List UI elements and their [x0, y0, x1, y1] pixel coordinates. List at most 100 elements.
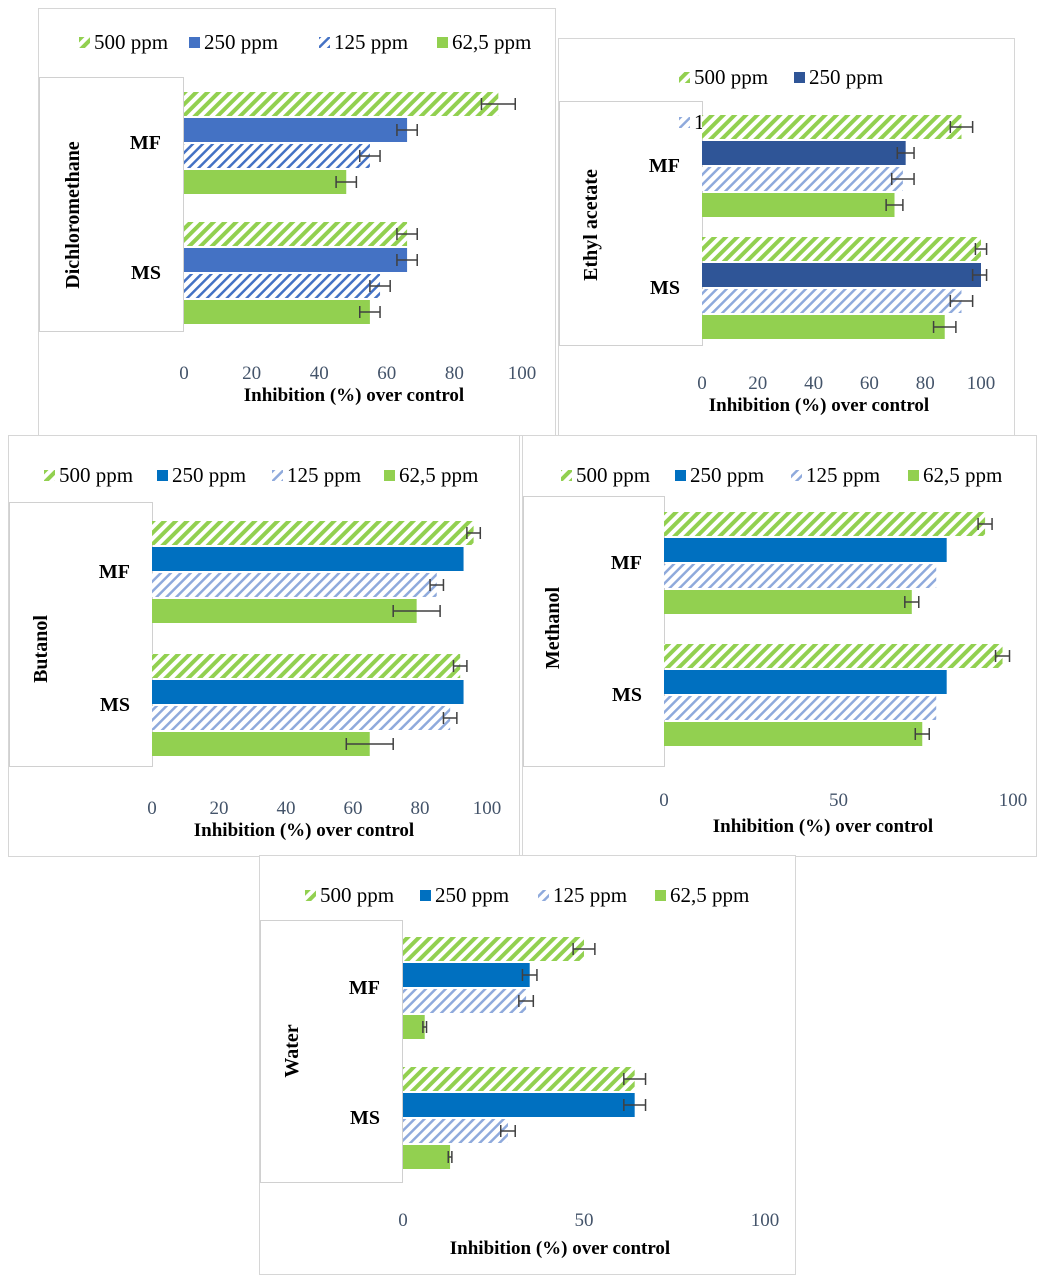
bar-ms-0	[664, 644, 1003, 668]
chart-svg-dichloromethane: Dichloromethane 500 ppm 250 ppm 125 ppm 62,5…	[39, 30, 537, 406]
x-axis-title: Inhibition (%) over control	[713, 816, 933, 837]
category-axis-box	[39, 77, 184, 332]
category-axis-box	[9, 502, 153, 767]
legend-swatch	[44, 470, 55, 481]
x-tick-label: 80	[445, 363, 464, 384]
bar-ms-2	[152, 706, 451, 730]
bar-mf-2	[403, 989, 527, 1013]
x-tick-label: 20	[210, 798, 229, 819]
legend-label: 125 ppm	[287, 463, 361, 487]
legend-label: 250 ppm	[435, 883, 509, 907]
legend-swatch	[189, 37, 200, 48]
x-tick-label: 0	[659, 790, 669, 811]
legend-swatch	[794, 72, 805, 83]
category-label: MF	[649, 155, 680, 177]
solvent-label: Water	[281, 1024, 303, 1077]
legend-swatch	[79, 37, 90, 48]
category-label: MF	[349, 977, 380, 999]
bar-ms-3	[152, 732, 370, 756]
solvent-label: Ethyl acetate	[580, 169, 602, 281]
x-tick-label: 0	[147, 798, 157, 819]
x-tick-label: 40	[804, 373, 823, 394]
bar-ms-1	[184, 248, 408, 272]
chart-panel-butanol: Butanol 500 ppm 250 ppm 125 ppm 62,5 ppm MF MS…	[8, 435, 520, 857]
bar-mf-0	[403, 937, 584, 961]
chart-svg-water: Water 500 ppm 250 ppm 125 ppm 62,5 ppm MF MS 0 5…	[260, 883, 779, 1259]
legend-swatch	[791, 470, 802, 481]
bar-mf-1	[702, 141, 906, 165]
legend-swatch	[305, 890, 316, 901]
category-label: MF	[130, 132, 161, 154]
x-tick-label: 40	[310, 363, 329, 384]
legend-label: 500 ppm	[320, 883, 394, 907]
category-axis-box	[523, 496, 665, 767]
bar-mf-2	[664, 564, 937, 588]
legend-label: 500 ppm	[59, 463, 133, 487]
bar-mf-3	[702, 193, 895, 217]
legend-swatch	[655, 890, 666, 901]
legend-label: 250 ppm	[690, 463, 764, 487]
bar-ms-0	[184, 222, 408, 246]
bar-ms-2	[403, 1119, 508, 1143]
category-label: MS	[100, 694, 130, 716]
bar-ms-1	[702, 263, 981, 287]
legend-swatch	[319, 37, 330, 48]
chart-panel-water: Water 500 ppm 250 ppm 125 ppm 62,5 ppm MF MS 0 5…	[259, 855, 796, 1275]
chart-panel-methanol: Methanol 500 ppm 250 ppm 125 ppm 62,5 ppm MF M…	[522, 435, 1037, 857]
x-tick-label: 100	[999, 790, 1028, 811]
chart-svg-methanol: Methanol 500 ppm 250 ppm 125 ppm 62,5 ppm MF M…	[523, 463, 1028, 837]
x-tick-label: 0	[398, 1210, 408, 1231]
legend-swatch	[561, 470, 572, 481]
legend-label: 125 ppm	[553, 883, 627, 907]
category-label: MF	[99, 561, 130, 583]
x-tick-label: 20	[242, 363, 261, 384]
bar-mf-0	[184, 92, 499, 116]
legend-swatch	[675, 470, 686, 481]
legend-swatch	[384, 470, 395, 481]
bar-ms-1	[152, 680, 464, 704]
legend-swatch	[437, 37, 448, 48]
bar-ms-2	[664, 696, 937, 720]
bar-ms-0	[702, 237, 981, 261]
category-label: MS	[350, 1107, 380, 1129]
legend-label: 500 ppm	[94, 30, 168, 54]
solvent-label: Butanol	[30, 615, 52, 683]
x-axis-title: Inhibition (%) over control	[244, 385, 464, 406]
bar-mf-1	[403, 963, 530, 987]
solvent-label: Methanol	[542, 586, 564, 669]
x-tick-label: 80	[916, 373, 935, 394]
bar-mf-3	[152, 599, 417, 623]
legend-label: 62,5 ppm	[923, 463, 1002, 487]
legend-swatch	[272, 470, 283, 481]
bar-ms-2	[184, 274, 381, 298]
bar-mf-3	[403, 1015, 425, 1039]
bar-mf-0	[702, 115, 962, 139]
x-tick-label: 100	[508, 363, 537, 384]
bar-ms-0	[152, 654, 461, 678]
legend-label: 250 ppm	[172, 463, 246, 487]
bar-mf-0	[664, 512, 986, 536]
x-tick-label: 60	[860, 373, 879, 394]
x-tick-label: 40	[277, 798, 296, 819]
bar-mf-2	[184, 144, 370, 168]
legend-label: 125 ppm	[806, 463, 880, 487]
bar-mf-3	[184, 170, 347, 194]
legend-label: 500 ppm	[576, 463, 650, 487]
category-axis-box	[559, 101, 703, 346]
legend-swatch	[157, 470, 168, 481]
x-tick-label: 100	[967, 373, 996, 394]
x-tick-label: 50	[829, 790, 848, 811]
bar-ms-3	[702, 315, 945, 339]
legend-label: 125 ppm	[334, 30, 408, 54]
bar-ms-0	[403, 1067, 635, 1091]
x-tick-label: 60	[377, 363, 396, 384]
x-tick-label: 50	[575, 1210, 594, 1231]
bar-mf-2	[702, 167, 903, 191]
legend-swatch	[420, 890, 431, 901]
bar-mf-0	[152, 521, 474, 545]
bar-ms-2	[702, 289, 962, 313]
legend-label: 62,5 ppm	[399, 463, 478, 487]
x-axis-title: Inhibition (%) over control	[709, 395, 929, 416]
legend-swatch	[679, 117, 690, 128]
